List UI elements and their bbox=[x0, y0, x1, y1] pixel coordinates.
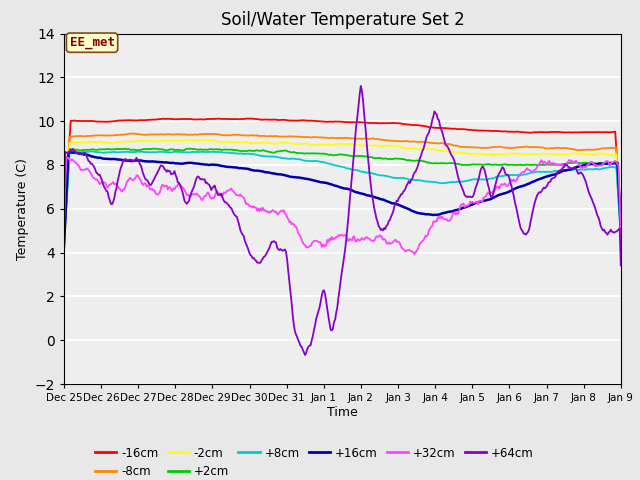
+2cm bbox=[393, 156, 401, 161]
-2cm bbox=[60, 239, 68, 245]
-8cm bbox=[362, 136, 370, 142]
Line: +32cm: +32cm bbox=[64, 156, 621, 254]
-16cm bbox=[393, 120, 401, 126]
-8cm bbox=[617, 222, 625, 228]
-16cm bbox=[329, 119, 337, 125]
-8cm bbox=[605, 145, 612, 151]
+16cm bbox=[362, 192, 370, 198]
Line: +16cm: +16cm bbox=[64, 153, 621, 246]
-2cm bbox=[326, 142, 333, 147]
+32cm bbox=[362, 234, 370, 240]
+32cm bbox=[519, 169, 527, 175]
-2cm bbox=[393, 143, 401, 149]
+8cm bbox=[329, 162, 337, 168]
+32cm bbox=[393, 239, 401, 245]
+2cm bbox=[188, 146, 195, 152]
+32cm bbox=[62, 154, 70, 159]
+64cm bbox=[394, 198, 401, 204]
+64cm bbox=[519, 228, 527, 234]
+8cm bbox=[60, 243, 68, 249]
-2cm bbox=[617, 226, 625, 231]
+8cm bbox=[362, 170, 370, 176]
Line: +8cm: +8cm bbox=[64, 151, 621, 246]
-16cm bbox=[518, 129, 525, 135]
+16cm bbox=[65, 150, 72, 156]
-2cm bbox=[362, 142, 370, 148]
-16cm bbox=[246, 116, 254, 121]
Text: EE_met: EE_met bbox=[70, 36, 115, 49]
+2cm bbox=[605, 159, 612, 165]
+64cm bbox=[60, 211, 68, 217]
+32cm bbox=[326, 236, 333, 241]
-8cm bbox=[60, 236, 68, 241]
+64cm bbox=[357, 83, 365, 89]
+64cm bbox=[606, 228, 614, 234]
+2cm bbox=[617, 231, 625, 237]
+64cm bbox=[326, 321, 333, 326]
+2cm bbox=[329, 153, 337, 158]
+64cm bbox=[617, 263, 625, 268]
+8cm bbox=[605, 165, 612, 170]
+16cm bbox=[605, 161, 612, 167]
+16cm bbox=[326, 181, 333, 187]
-16cm bbox=[605, 130, 612, 135]
-16cm bbox=[617, 216, 625, 221]
-16cm bbox=[362, 120, 370, 126]
+32cm bbox=[410, 252, 418, 257]
+8cm bbox=[88, 148, 96, 154]
-2cm bbox=[518, 151, 525, 157]
Line: -16cm: -16cm bbox=[64, 119, 621, 230]
+32cm bbox=[329, 237, 337, 242]
+64cm bbox=[364, 150, 371, 156]
+16cm bbox=[617, 226, 625, 232]
+16cm bbox=[60, 243, 68, 249]
+16cm bbox=[329, 182, 337, 188]
+2cm bbox=[326, 152, 333, 158]
+32cm bbox=[60, 225, 68, 231]
+8cm bbox=[617, 233, 625, 239]
+64cm bbox=[329, 325, 337, 331]
Line: +2cm: +2cm bbox=[64, 149, 621, 245]
-16cm bbox=[326, 119, 333, 124]
+32cm bbox=[606, 162, 614, 168]
+16cm bbox=[393, 201, 401, 207]
-2cm bbox=[605, 152, 612, 158]
X-axis label: Time: Time bbox=[327, 406, 358, 419]
+16cm bbox=[518, 183, 525, 189]
-8cm bbox=[518, 144, 525, 150]
+8cm bbox=[393, 175, 401, 181]
-8cm bbox=[326, 135, 333, 141]
-2cm bbox=[329, 142, 337, 147]
-16cm bbox=[60, 228, 68, 233]
Line: -2cm: -2cm bbox=[64, 140, 621, 242]
+2cm bbox=[518, 162, 525, 168]
+2cm bbox=[60, 242, 68, 248]
+2cm bbox=[362, 154, 370, 159]
Legend: -16cm, -8cm, -2cm, +2cm, +8cm, +16cm, +32cm, +64cm: -16cm, -8cm, -2cm, +2cm, +8cm, +16cm, +3… bbox=[90, 442, 539, 480]
Line: +64cm: +64cm bbox=[64, 86, 621, 355]
-8cm bbox=[393, 138, 401, 144]
+32cm bbox=[617, 233, 625, 239]
+8cm bbox=[326, 161, 333, 167]
Y-axis label: Temperature (C): Temperature (C) bbox=[16, 158, 29, 260]
+8cm bbox=[518, 172, 525, 178]
Title: Soil/Water Temperature Set 2: Soil/Water Temperature Set 2 bbox=[221, 11, 464, 29]
-2cm bbox=[201, 137, 209, 143]
+64cm bbox=[301, 352, 309, 358]
-8cm bbox=[128, 131, 136, 136]
Line: -8cm: -8cm bbox=[64, 133, 621, 239]
-8cm bbox=[329, 135, 337, 141]
